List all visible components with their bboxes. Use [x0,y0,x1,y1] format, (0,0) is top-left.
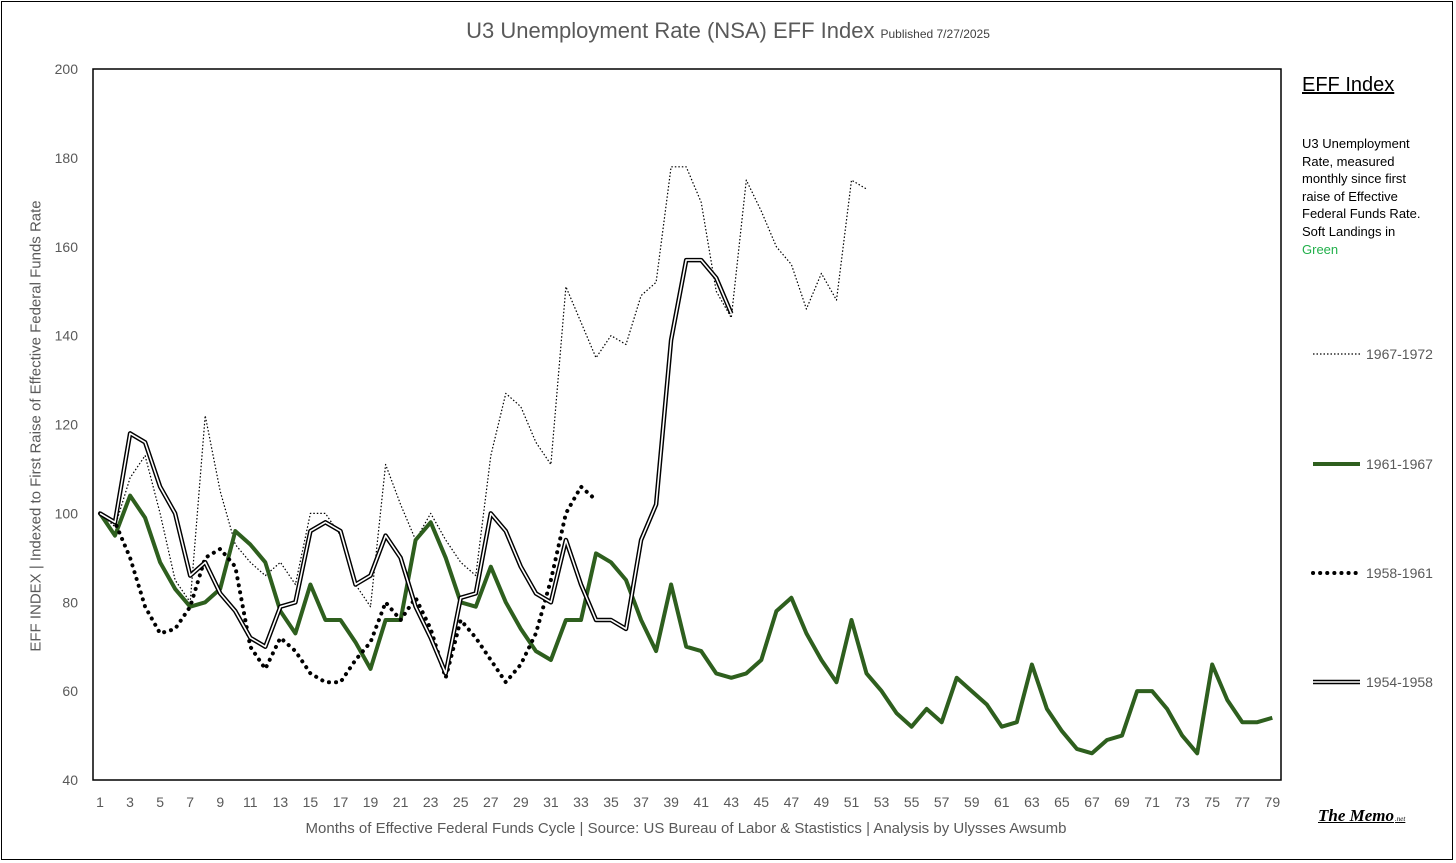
chart-title: U3 Unemployment Rate (NSA) EFF Index Publ… [0,18,1456,44]
series-line-1967-1972 [99,166,867,608]
x-tick-label: 41 [693,794,709,810]
the-memo-logo-suffix: .net [1395,815,1406,823]
x-tick-label: 39 [663,794,679,810]
series-line-1961-1967 [98,493,1273,756]
x-tick-label: 31 [543,794,559,810]
x-tick-label: 19 [363,794,379,810]
y-tick-label: 200 [55,61,79,77]
y-tick-label: 140 [55,328,79,344]
legend-label-1954-1958: 1954-1958 [1366,674,1433,690]
y-tick-label: 180 [55,150,79,166]
legend-label-1958-1961: 1958-1961 [1366,565,1433,581]
chart-title-text: U3 Unemployment Rate (NSA) EFF Index [466,18,875,43]
the-memo-logo-text: The Memo [1318,806,1395,825]
x-tick-label: 3 [126,794,134,810]
side-panel-description-text: U3 Unemployment Rate, measured monthly s… [1302,136,1421,239]
legend-label-1961-1967: 1961-1967 [1366,456,1433,472]
y-tick-label: 120 [55,417,79,433]
x-tick-label: 53 [874,794,890,810]
x-tick-label: 71 [1144,794,1160,810]
x-tick-label: 61 [994,794,1010,810]
published-date: Published 7/27/2025 [880,27,990,41]
y-tick-label: 160 [55,239,79,255]
x-tick-label: 43 [723,794,739,810]
x-tick-label: 65 [1054,794,1070,810]
x-tick-label: 9 [216,794,224,810]
x-tick-label: 77 [1234,794,1250,810]
x-tick-label: 37 [633,794,649,810]
x-tick-label: 59 [964,794,980,810]
x-tick-label: 55 [904,794,920,810]
y-tick-label: 40 [62,772,78,788]
x-tick-label: 45 [754,794,770,810]
x-tick-label: 21 [393,794,409,810]
x-axis-ticks: 1 3 5 7 9 11 13 15 17 19 21 23 25 27 29 31 33 35 37 39 41 43 4… [96,794,1280,810]
legend-label-1967-1972: 1967-1972 [1366,346,1433,362]
x-tick-label: 23 [423,794,439,810]
series-line-1954-1958-inner [99,259,733,675]
y-axis-ticks: 40 60 80 100 120 140 160 180 200 [55,61,79,788]
x-tick-label: 57 [934,794,950,810]
x-tick-label: 15 [303,794,319,810]
x-tick-label: 69 [1114,794,1130,810]
x-tick-label: 1 [96,794,104,810]
x-tick-label: 5 [156,794,164,810]
x-tick-label: 73 [1174,794,1190,810]
x-tick-label: 13 [273,794,289,810]
side-panel-title: EFF Index [1302,74,1395,96]
x-tick-label: 29 [513,794,529,810]
y-tick-label: 100 [55,505,79,521]
x-tick-label: 27 [483,794,499,810]
x-tick-label: 49 [814,794,830,810]
x-tick-label: 25 [453,794,469,810]
x-tick-label: 11 [243,794,258,810]
legend: 1967-1972 1961-1967 1958-1961 1954-1958 [1311,346,1433,690]
x-tick-label: 47 [784,794,800,810]
x-tick-label: 67 [1084,794,1100,810]
x-tick-label: 17 [333,794,349,810]
side-panel-green-word: Green [1302,241,1339,257]
x-axis-label: Months of Effective Federal Funds Cycle … [305,820,1067,837]
x-tick-label: 79 [1265,794,1281,810]
y-tick-label: 60 [62,683,78,699]
series-lines [98,166,1273,756]
x-tick-label: 75 [1204,794,1220,810]
x-tick-label: 33 [573,794,589,810]
x-tick-label: 7 [186,794,194,810]
side-panel-description: U3 Unemployment Rate, measured monthly s… [1302,135,1432,258]
x-tick-label: 51 [844,794,860,810]
plot-area [92,68,1282,781]
x-tick-label: 35 [603,794,619,810]
x-tick-label: 63 [1024,794,1040,810]
y-tick-label: 80 [62,594,78,610]
the-memo-logo: The Memo.net [1318,806,1405,826]
